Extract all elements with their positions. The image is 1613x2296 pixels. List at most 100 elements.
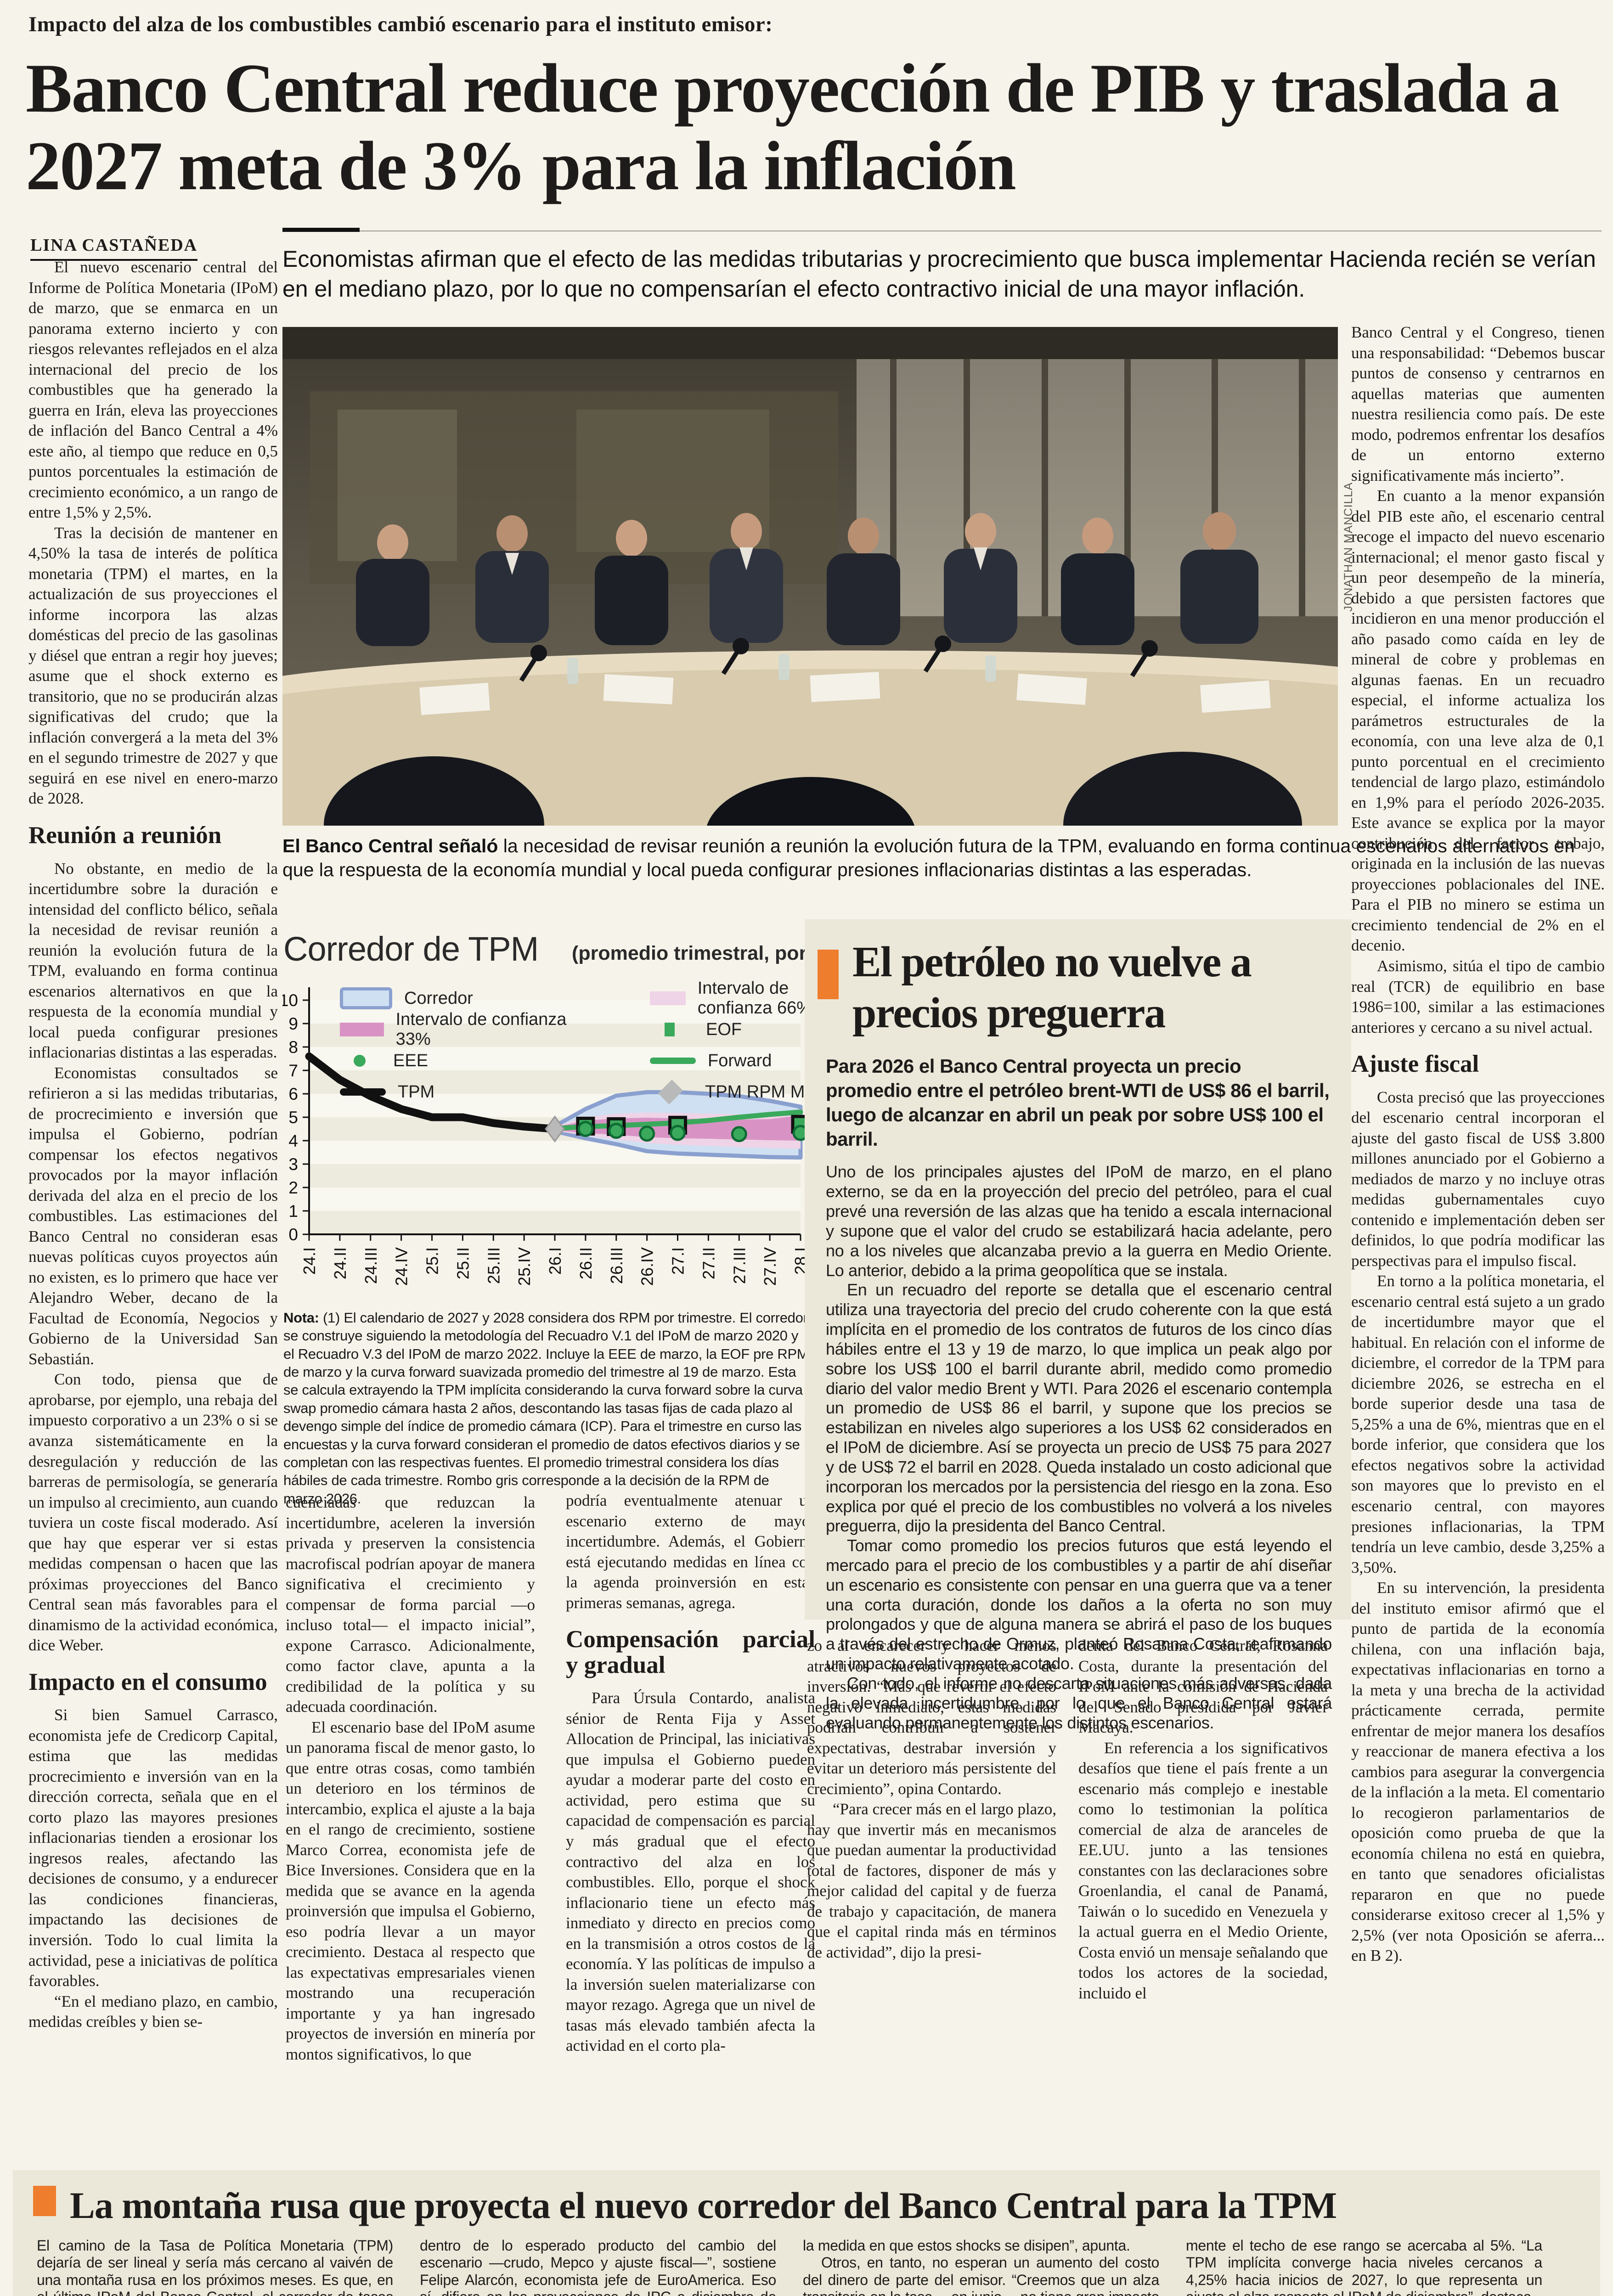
paragraph: No obstante, en medio de la incertidumbr… — [28, 859, 278, 1062]
paragraph: dentro de lo esperado producto del cambi… — [420, 2237, 776, 2296]
paragraph: El escenario base del IPoM asume un pano… — [286, 1718, 535, 2063]
svg-text:4: 4 — [288, 1131, 298, 1150]
chart-note-text: (1) El calendario de 2027 y 2028 conside… — [283, 1310, 809, 1507]
section-heading: Ajuste fiscal — [1351, 1051, 1479, 1078]
article-column-5: denta del Banco Central, Rosanna Costa, … — [1078, 1636, 1328, 2145]
svg-text:26.IV: 26.IV — [638, 1247, 657, 1286]
tpm-chart-canvas: 0 1 2 3 4 5 6 7 8 9 10 24.I 24.II 24.III 24.IV 25.I 25.I… — [282, 987, 810, 1286]
article-column-6: Banco Central y el Congreso, tienen una … — [1351, 322, 1605, 2164]
legend-swatch-tpm-icon — [340, 1088, 386, 1096]
bottom-section: La montaña rusa que proyecta el nuevo co… — [13, 2170, 1600, 2296]
legend-label: Intervalo de confianza 33% — [395, 1010, 567, 1049]
svg-text:5: 5 — [288, 1108, 298, 1127]
bottom-headline: La montaña rusa que proyecta el nuevo co… — [70, 2184, 1337, 2226]
legend-label: Corredor — [404, 988, 473, 1008]
paragraph: Otros, en tanto, no esperan un aumento d… — [803, 2254, 1159, 2296]
bottom-column-1: El camino de la Tasa de Política Monetar… — [37, 2237, 393, 2296]
paragraph: “En el mediano plazo, en cambio, medidas… — [28, 1992, 278, 2031]
paragraph: Con todo, el informe no descarta situaci… — [826, 1673, 1332, 1732]
svg-text:24.III: 24.III — [361, 1247, 380, 1284]
legend-item: TPM — [340, 1076, 597, 1108]
sidebar-lede: Para 2026 el Banco Central proyecta un p… — [826, 1055, 1330, 1150]
legend-label: TPM — [398, 1082, 435, 1102]
legend-label: Forward — [708, 1051, 772, 1070]
article-column-2: cuenciadas que reduzcan la incertidumbre… — [286, 1492, 535, 2126]
paragraph: Si bien Samuel Carrasco, economista jefe… — [28, 1706, 278, 1990]
svg-text:3: 3 — [288, 1155, 298, 1174]
kicker: Impacto del alza de los combustibles cam… — [28, 12, 773, 36]
paragraph: El nuevo escenario central del Informe d… — [28, 258, 278, 522]
svg-text:27.IV: 27.IV — [761, 1247, 779, 1286]
svg-text:10: 10 — [282, 991, 298, 1010]
chart-note: Nota: (1) El calendario de 2027 y 2028 c… — [283, 1309, 812, 1508]
legend-swatch-rpm-icon — [658, 1079, 683, 1105]
paragraph: En su intervención, la presidenta del in… — [1351, 1579, 1605, 1965]
section-heading: Impacto en el consumo — [28, 1668, 267, 1695]
svg-text:24.I: 24.I — [300, 1247, 319, 1275]
svg-text:24.IV: 24.IV — [392, 1247, 411, 1286]
photo-caption-lead: El Banco Central señaló — [282, 835, 498, 856]
legend-swatch-eee-icon — [354, 1055, 366, 1067]
legend-swatch-eof-icon — [665, 1023, 675, 1036]
paragraph: Banco Central y el Congreso, tienen una … — [1351, 323, 1605, 484]
section-heading: Reunión a reunión — [28, 822, 222, 849]
section-heading: Compensación parcial y gradual — [566, 1626, 815, 1678]
paragraph: Con todo, piensa que de aprobarse, por e… — [28, 1370, 278, 1654]
section-bullet-icon — [33, 2186, 56, 2216]
sidebar-body: Uno de los principales ajustes del IPoM … — [826, 1162, 1332, 1733]
paragraph: mente el techo de ese rango se acercaba … — [1186, 2237, 1542, 2296]
legend-swatch-corredor-icon — [340, 987, 392, 1009]
legend-item: EOF — [650, 1014, 861, 1045]
photo — [282, 327, 1338, 826]
legend-item: Intervalo de confianza 33% — [340, 1010, 597, 1049]
svg-text:27.II: 27.II — [699, 1247, 718, 1279]
article-column-3: podría eventualmente atenuar un escenari… — [566, 1491, 815, 2152]
legend-swatch-66-icon — [650, 991, 686, 1005]
paragraph: En cuanto a la menor expansión del PIB e… — [1351, 487, 1605, 955]
bottom-column-2: dentro de lo esperado producto del cambi… — [420, 2237, 776, 2296]
svg-text:2: 2 — [288, 1178, 298, 1197]
section-bullet-icon — [818, 950, 839, 999]
svg-text:25.III: 25.III — [484, 1247, 503, 1284]
bottom-column-3: la medida en que estos shocks se disipen… — [803, 2237, 1159, 2296]
article-column-4: zo al encarecer y hacer menos atractivos… — [807, 1636, 1056, 2145]
svg-text:27.I: 27.I — [669, 1247, 688, 1275]
legend-item: EEE — [340, 1045, 597, 1076]
paragraph: Costa precisó que las proyecciones del e… — [1351, 1088, 1605, 1270]
legend-swatch-forward-icon — [650, 1058, 696, 1064]
page-title: Banco Central reduce proyección de PIB y… — [26, 50, 1559, 204]
paragraph: En referencia a los significativos desaf… — [1078, 1739, 1328, 2002]
photo-illustration — [282, 327, 1338, 826]
sidebar-box: El petróleo no vuelve a precios preguerr… — [805, 919, 1351, 1732]
paragraph: denta del Banco Central, Rosanna Costa, … — [1078, 1637, 1328, 1737]
paragraph: Uno de los principales ajustes del IPoM … — [826, 1162, 1332, 1280]
svg-text:6: 6 — [288, 1085, 298, 1103]
legend-item: Intervalo de confianza 66% — [650, 979, 861, 1018]
paragraph: Para Úrsula Contardo, analista sénior de… — [566, 1689, 815, 2055]
paragraph: “Para crecer más en el largo plazo, hay … — [807, 1800, 1056, 1961]
header-rule-accent — [282, 228, 360, 232]
svg-text:26.I: 26.I — [546, 1247, 564, 1275]
paragraph: cuenciadas que reduzcan la incertidumbre… — [286, 1493, 535, 1716]
legend-item: Forward — [650, 1045, 861, 1076]
paragraph: la medida en que estos shocks se disipen… — [803, 2237, 1130, 2254]
legend-label: Intervalo de confianza 66% — [697, 979, 812, 1018]
svg-text:8: 8 — [288, 1038, 298, 1057]
paragraph: El camino de la Tasa de Política Monetar… — [37, 2237, 393, 2296]
article-column-1: El nuevo escenario central del Informe d… — [28, 257, 278, 2131]
photo-caption-text: la necesidad de revisar reunión a reunió… — [282, 835, 1575, 881]
svg-text:25.II: 25.II — [453, 1247, 472, 1279]
svg-text:26.III: 26.III — [607, 1247, 626, 1284]
paragraph: En un recuadro del reporte se detalla qu… — [826, 1280, 1332, 1536]
svg-text:0: 0 — [288, 1225, 298, 1244]
svg-text:25.IV: 25.IV — [515, 1247, 534, 1286]
paragraph: zo al encarecer y hacer menos atractivos… — [807, 1637, 1056, 1798]
byline: LINA CASTAÑEDA — [30, 235, 198, 261]
photo-caption: El Banco Central señaló la necesidad de … — [282, 834, 1611, 882]
legend-label: EEE — [393, 1051, 429, 1070]
svg-text:27.III: 27.III — [730, 1247, 749, 1284]
bottom-column-4: mente el techo de ese rango se acercaba … — [1186, 2237, 1542, 2296]
chart-note-label: Nota: — [283, 1310, 319, 1326]
paragraph: Tras la decisión de mantener en 4,50% la… — [28, 523, 278, 808]
svg-text:25.I: 25.I — [423, 1247, 442, 1275]
